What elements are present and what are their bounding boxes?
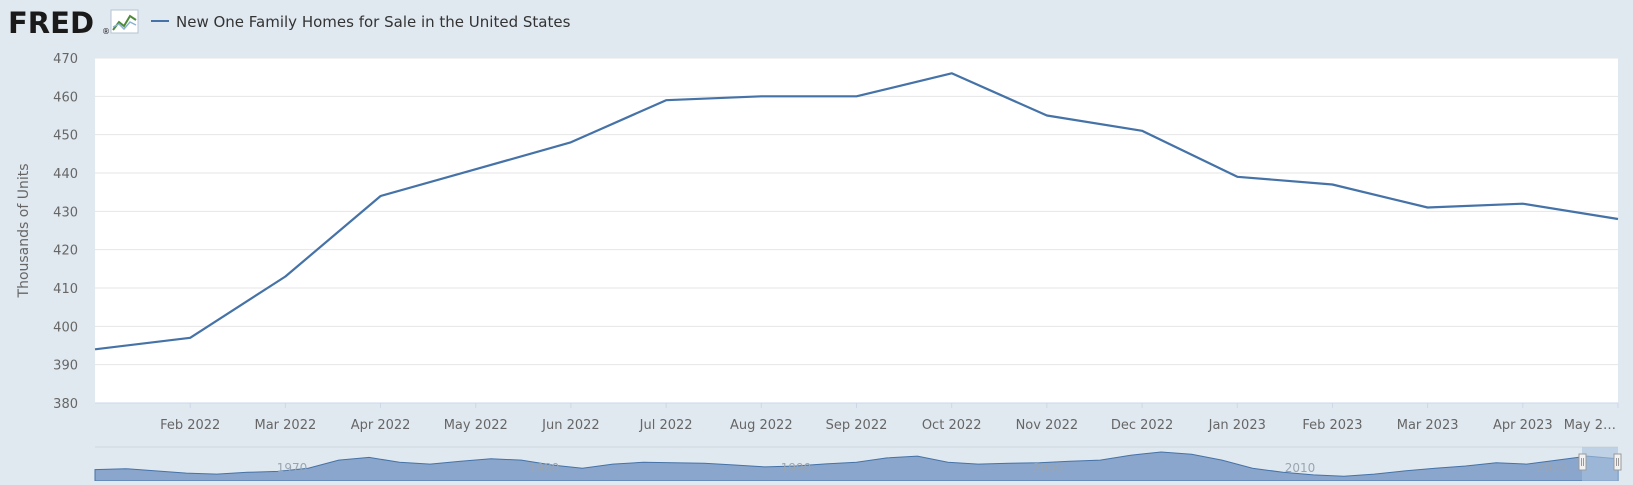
y-tick-label: 470 [53, 52, 78, 67]
data-point[interactable] [568, 139, 574, 145]
x-tick-label: Sep 2022 [826, 418, 888, 433]
x-axis: Feb 2022 Mar 2022 Apr 2022 May 2022 Jun 2022… [160, 403, 1619, 433]
navigator-year-label: 1980 [529, 461, 560, 475]
legend-item[interactable]: New One Family Homes for Sale in the Uni… [151, 13, 571, 31]
fred-graph-icon [110, 9, 139, 34]
data-point[interactable] [663, 97, 669, 103]
x-tick-label: May 2… [1564, 418, 1616, 433]
data-point[interactable] [1615, 216, 1621, 222]
x-tick-label: Mar 2022 [255, 418, 317, 433]
data-point[interactable] [1044, 113, 1050, 119]
y-tick-label: 460 [53, 90, 78, 105]
data-point[interactable] [949, 70, 955, 76]
x-tick-label: Aug 2022 [730, 418, 793, 433]
data-point[interactable] [187, 335, 193, 341]
legend-series-label: New One Family Homes for Sale in the Uni… [176, 13, 571, 31]
navigator-year-label: 2020 [1537, 461, 1568, 475]
y-tick-label: 380 [53, 397, 78, 412]
fred-logo[interactable]: FRED ® [8, 6, 139, 40]
navigator-year-labels: 1970 1980 1990 2000 2010 2020 [277, 461, 1568, 475]
plot-area [95, 58, 1618, 403]
x-tick-label: May 2022 [444, 418, 508, 433]
x-tick-label: Mar 2023 [1397, 418, 1459, 433]
y-tick-label: 390 [53, 359, 78, 374]
navigator-year-label: 1970 [277, 461, 308, 475]
data-point[interactable] [1329, 182, 1335, 188]
x-tick-label: Apr 2023 [1493, 418, 1553, 433]
x-tick-label: Jan 2023 [1208, 418, 1266, 433]
data-point[interactable] [758, 93, 764, 99]
navigator-year-label: 1990 [781, 461, 812, 475]
data-point[interactable] [378, 193, 384, 199]
navigator-series-area [94, 451, 1619, 482]
x-tick-label: Apr 2022 [351, 418, 411, 433]
x-tick-label: Dec 2022 [1111, 418, 1173, 433]
navigator-handle-left[interactable] [1578, 453, 1587, 471]
data-point[interactable] [1520, 201, 1526, 207]
navigator[interactable]: 1970 1980 1990 2000 2010 2020 [94, 446, 1622, 482]
y-tick-label: 440 [53, 167, 78, 182]
y-tick-label: 420 [53, 244, 78, 259]
x-tick-label: Jul 2022 [639, 418, 693, 433]
data-point[interactable] [1139, 128, 1145, 134]
fred-logo-registered-mark: ® [102, 27, 110, 36]
data-point[interactable] [92, 346, 98, 352]
y-tick-label: 450 [53, 129, 78, 144]
x-tick-label: Nov 2022 [1016, 418, 1079, 433]
y-axis-title: Thousands of Units [16, 164, 32, 299]
y-tick-label: 430 [53, 205, 78, 220]
x-tick-label: Oct 2022 [922, 418, 982, 433]
y-axis: 380 390 400 410 420 430 440 450 460 470 [53, 52, 78, 412]
data-point[interactable] [473, 166, 479, 172]
data-point[interactable] [854, 93, 860, 99]
x-tick-label: Feb 2022 [160, 418, 220, 433]
navigator-year-label: 2000 [1033, 461, 1064, 475]
y-tick-label: 400 [53, 320, 78, 335]
fred-logo-text: FRED [8, 6, 94, 40]
navigator-year-label: 2010 [1285, 461, 1316, 475]
data-point[interactable] [1425, 205, 1431, 211]
x-tick-label: Feb 2023 [1302, 418, 1362, 433]
series-line [94, 72, 1619, 351]
data-point[interactable] [1234, 174, 1240, 180]
x-tick-label: Jun 2022 [541, 418, 600, 433]
navigator-selected-range[interactable] [1582, 447, 1618, 481]
navigator-handle-right[interactable] [1613, 453, 1622, 471]
y-tick-label: 410 [53, 282, 78, 297]
data-point[interactable] [282, 274, 288, 280]
